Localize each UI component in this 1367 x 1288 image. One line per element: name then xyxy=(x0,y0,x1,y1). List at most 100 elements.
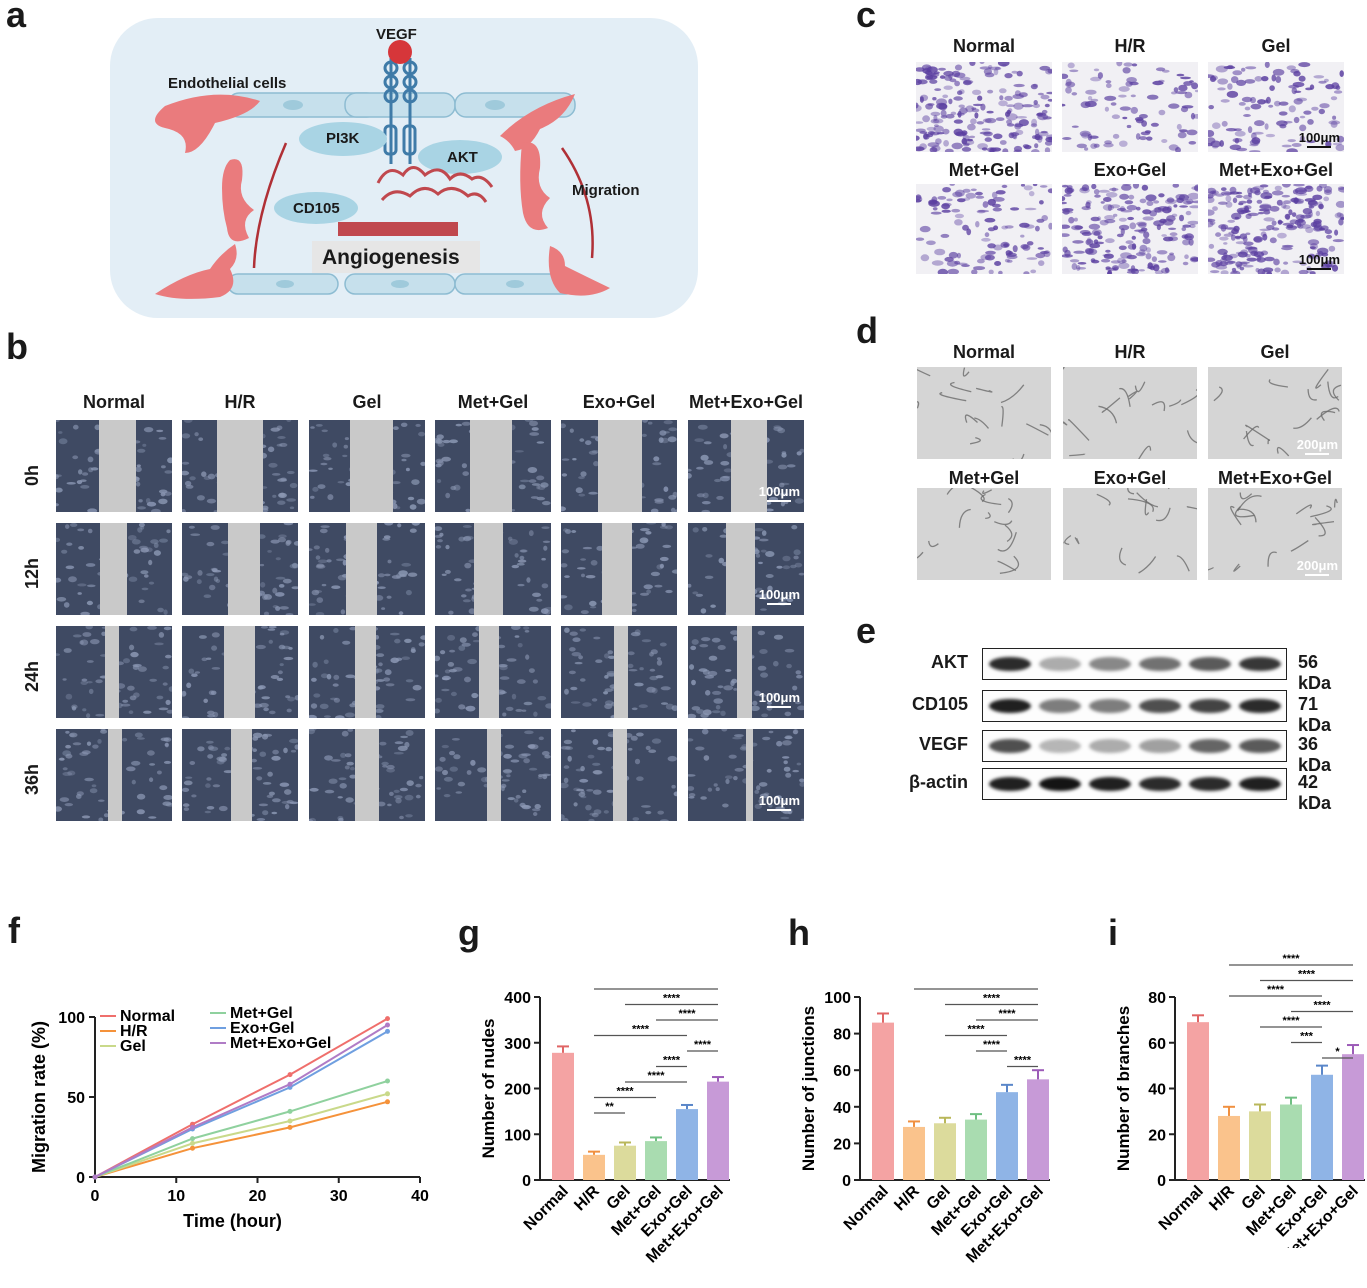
transwell-image: 100μm xyxy=(1208,184,1344,274)
blot-band xyxy=(1239,739,1281,753)
data-point xyxy=(385,1022,390,1028)
blot-band xyxy=(989,777,1031,791)
scratch-gap xyxy=(726,523,756,615)
bar xyxy=(1027,1079,1049,1180)
significance-label: **** xyxy=(967,1024,985,1036)
endothelial-cells-label: Endothelial cells xyxy=(168,75,287,92)
tube-header: Exo+Gel xyxy=(1093,468,1167,488)
y-tick-label: 0 xyxy=(842,1173,851,1190)
scale-bar-label: 100μm xyxy=(758,484,800,499)
scratch-gap xyxy=(98,420,137,512)
data-point xyxy=(385,1091,390,1097)
blot-band xyxy=(1039,699,1081,713)
tube-header: Gel xyxy=(1260,342,1290,362)
legend-label: Exo+Gel xyxy=(230,1020,294,1037)
series-line xyxy=(94,1017,388,1178)
blot-strip xyxy=(982,690,1287,722)
bar xyxy=(996,1092,1018,1180)
y-tick-label: 400 xyxy=(504,990,531,1007)
scratch-gap xyxy=(469,420,512,512)
scratch-gap xyxy=(746,729,753,821)
panel-label-c: c xyxy=(856,0,877,35)
significance-label: **** xyxy=(1267,984,1285,996)
scratch-image xyxy=(309,626,425,718)
scratch-gap xyxy=(230,729,252,821)
y-tick-label: 300 xyxy=(504,1036,531,1053)
tube-image xyxy=(917,488,1051,580)
y-axis-title: Migration rate (%) xyxy=(29,1021,49,1173)
y-tick-label: 60 xyxy=(1148,1036,1166,1053)
blot-band xyxy=(1239,657,1281,671)
molecular-weight-label: 71 kDa xyxy=(1298,694,1332,735)
data-point xyxy=(287,1124,293,1130)
junctions-bar-chart: 0 20 40 60 80 100 Number of junctions Normal H/R… xyxy=(799,985,1050,1267)
blot-band xyxy=(1039,657,1081,671)
significance-label: **** xyxy=(1313,1000,1331,1012)
panel-label-b: b xyxy=(6,326,28,367)
blot-strip xyxy=(982,730,1287,762)
y-tick-label: 0 xyxy=(522,1173,531,1190)
y-tick-label: 20 xyxy=(833,1136,851,1153)
data-point xyxy=(190,1145,195,1151)
tube-image xyxy=(1063,367,1197,459)
significance-label: **** xyxy=(647,985,665,989)
scratch-gap xyxy=(479,626,499,718)
angiogenesis-schematic: VEGF Endothelial cells PI3K AKT CD105 Mi… xyxy=(110,18,698,318)
data-point xyxy=(287,1081,293,1087)
significance-label: ** xyxy=(605,1101,614,1113)
scratch-image xyxy=(56,523,172,615)
scratch-header: Met+Exo+Gel xyxy=(688,392,804,412)
scale-bar-label: 200μm xyxy=(1296,437,1338,452)
time-label: 12h xyxy=(22,557,42,589)
tube-header: Normal xyxy=(952,342,1016,362)
scratch-image: 100μm xyxy=(688,729,804,821)
scratch-gap xyxy=(100,523,127,615)
significance-label: **** xyxy=(678,1008,696,1020)
scratch-header: Met+Gel xyxy=(457,392,529,412)
y-tick-label: 100 xyxy=(504,1127,531,1144)
scale-bar-label: 100μm xyxy=(758,587,800,602)
transwell-image xyxy=(1062,184,1198,274)
y-tick-label: 0 xyxy=(1157,1173,1166,1190)
transwell-header: H/R xyxy=(1114,36,1146,56)
tube-header: Met+Exo+Gel xyxy=(1217,468,1333,488)
legend-label: Normal xyxy=(120,1008,175,1025)
blot-band xyxy=(989,699,1031,713)
scratch-image xyxy=(435,626,551,718)
blot-band xyxy=(1039,739,1081,753)
bar xyxy=(1311,1074,1333,1180)
scratch-gap xyxy=(601,523,632,615)
y-tick-label: 80 xyxy=(833,1027,851,1044)
x-axis-title: Time (hour) xyxy=(183,1211,282,1231)
blot-strip xyxy=(982,768,1287,800)
scratch-header: Normal xyxy=(82,392,146,412)
scratch-image xyxy=(561,729,677,821)
scratch-header: Exo+Gel xyxy=(582,392,656,412)
blot-band xyxy=(1039,777,1081,791)
time-label: 36h xyxy=(22,763,42,795)
time-label: 0h xyxy=(22,464,42,486)
series-line xyxy=(94,1092,388,1178)
transwell-image: 100μm xyxy=(1208,62,1344,152)
scratch-image xyxy=(309,523,425,615)
data-point xyxy=(190,1124,195,1130)
y-tick-label: 40 xyxy=(1148,1082,1166,1099)
series-line xyxy=(94,1080,388,1178)
blot-band xyxy=(989,657,1031,671)
bar xyxy=(1218,1115,1240,1180)
y-tick-label: 20 xyxy=(1148,1127,1166,1144)
significance-label: **** xyxy=(967,985,985,989)
data-point xyxy=(190,1136,195,1142)
scratch-header: H/R xyxy=(224,392,256,412)
scratch-gap xyxy=(228,523,260,615)
transwell-header: Met+Exo+Gel xyxy=(1218,160,1334,180)
y-tick-label: 200 xyxy=(504,1082,531,1099)
bar xyxy=(965,1119,987,1180)
scratch-header: Gel xyxy=(352,392,382,412)
transwell-header: Exo+Gel xyxy=(1093,160,1167,180)
significance-label: **** xyxy=(694,1039,712,1051)
bar xyxy=(676,1109,698,1180)
blot-band xyxy=(1239,699,1281,713)
y-tick-label: 40 xyxy=(833,1100,851,1117)
transwell-image xyxy=(1062,62,1198,152)
